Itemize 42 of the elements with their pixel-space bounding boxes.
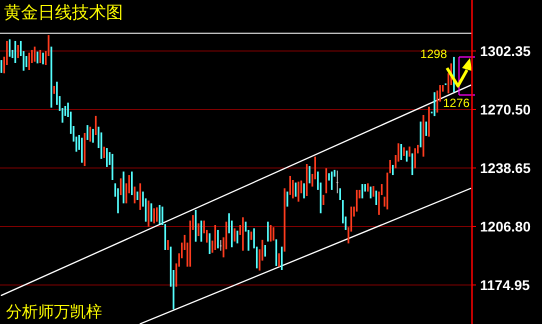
candlestick xyxy=(236,230,238,244)
candlestick xyxy=(148,200,150,227)
annotation: 1276 xyxy=(443,96,470,110)
candlestick xyxy=(434,92,436,116)
candlestick xyxy=(198,223,200,236)
candlestick xyxy=(292,180,294,198)
y-tick-label: 1270.50 xyxy=(480,101,531,118)
candlestick xyxy=(81,138,83,163)
chart-title: 黄金日线技术图 xyxy=(4,3,123,22)
candlestick xyxy=(422,114,424,157)
y-tick-label: 1302.35 xyxy=(480,42,531,59)
candlestick xyxy=(36,52,38,64)
candlestick xyxy=(403,147,405,156)
candlestick xyxy=(122,172,124,204)
candlestick xyxy=(136,192,138,200)
candlestick xyxy=(308,166,310,184)
annotation: 1298 xyxy=(420,47,448,61)
candlestick xyxy=(86,125,88,140)
y-tick-label: 1238.65 xyxy=(480,160,531,176)
candlestick xyxy=(167,240,169,250)
annotation: 分析师万凯梓 xyxy=(6,303,102,321)
y-tick-label: 1206.80 xyxy=(480,218,531,234)
candlestick xyxy=(284,188,286,252)
candlestick xyxy=(322,194,324,205)
candlestick xyxy=(303,183,305,198)
candlestick xyxy=(106,148,108,167)
candlestick xyxy=(428,106,430,137)
candlestick xyxy=(242,217,244,251)
candlestick xyxy=(92,128,94,143)
candlestick xyxy=(17,45,19,58)
candlestick xyxy=(414,148,416,168)
candlestick xyxy=(372,186,374,197)
candlestick xyxy=(217,230,219,248)
y-tick-label: 1174.95 xyxy=(480,276,530,293)
candlestick xyxy=(408,146,410,157)
candlestick xyxy=(267,222,269,242)
candlestick xyxy=(298,182,300,202)
candlestick xyxy=(278,253,280,267)
candlestick xyxy=(42,52,44,64)
candlestick xyxy=(153,208,155,224)
candlestick xyxy=(272,227,274,241)
candlestick xyxy=(112,154,114,180)
